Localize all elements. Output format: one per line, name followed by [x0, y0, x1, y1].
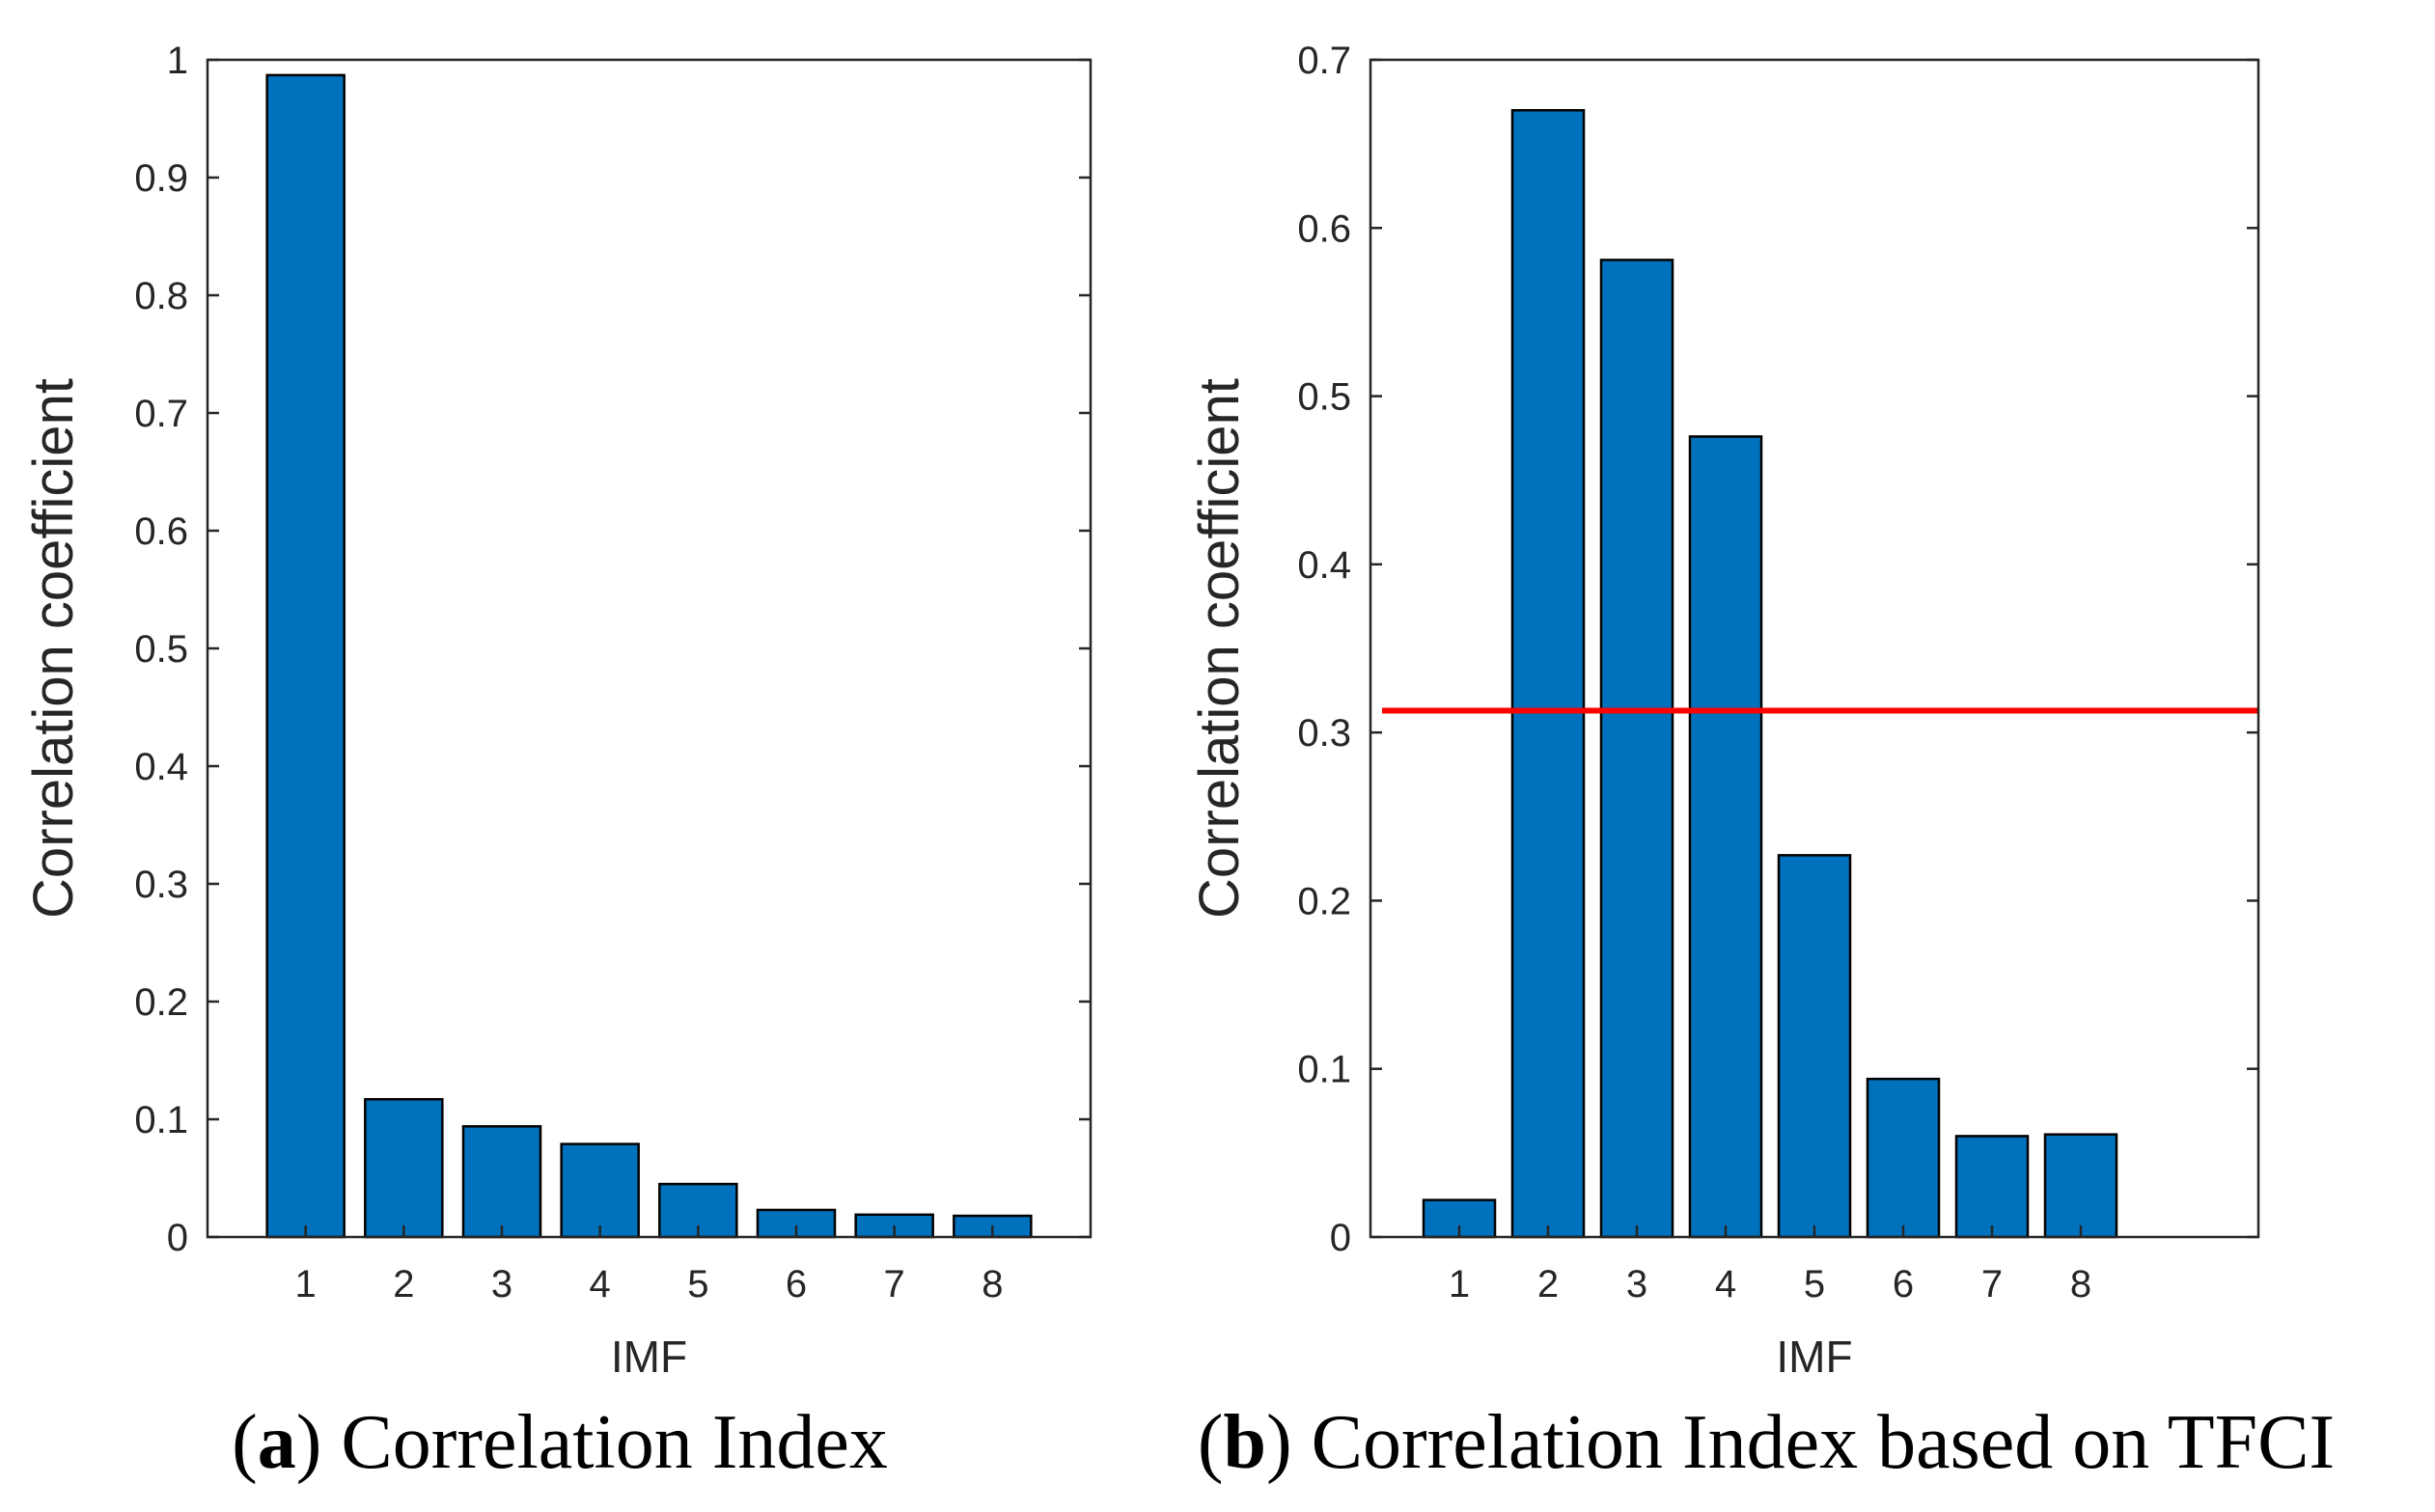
xlabel-b: IMF	[1776, 1332, 1852, 1382]
ytick-label-b-4: 0.4	[1297, 544, 1351, 587]
caption-a-letter: a	[257, 1400, 296, 1485]
ytick-label-b-7: 0.7	[1297, 40, 1351, 82]
ytick-label-b-2: 0.2	[1297, 880, 1351, 922]
xtick-label-a-7: 7	[884, 1263, 905, 1306]
ytick-label-a-10: 1	[167, 40, 188, 82]
ytick-label-a-0: 0	[167, 1217, 188, 1259]
bar-a-2	[364, 1098, 444, 1239]
xtick-label-a-3: 3	[491, 1263, 512, 1306]
caption-a: (a) Correlation Index	[232, 1400, 888, 1485]
ytick-label-a-1: 0.1	[134, 1099, 188, 1141]
xlabel-a: IMF	[611, 1332, 687, 1382]
ytick-label-a-2: 0.2	[134, 981, 188, 1024]
caption-b-letter: b	[1223, 1400, 1266, 1485]
bar-b-8	[2043, 1133, 2118, 1239]
bar-b-4	[1688, 435, 1763, 1239]
xtick-label-b-6: 6	[1893, 1263, 1914, 1306]
ytick-label-a-7: 0.7	[134, 393, 188, 435]
bar-b-5	[1777, 854, 1852, 1239]
panel-a-chart: 0 0.1 0.2 0.3 0.4 0.5 0.6 0.7 0.8 0.9 1 1 2 3 4 5 6 7 8 IMF…	[22, 40, 1093, 1382]
xtick-label-b-5: 5	[1804, 1263, 1825, 1306]
xtick-label-b-7: 7	[1981, 1263, 2003, 1306]
ytick-label-b-1: 0.1	[1297, 1049, 1351, 1091]
ytick-label-a-6: 0.6	[134, 510, 188, 553]
xtick-label-a-8: 8	[982, 1263, 1003, 1306]
ylabel-b: Correlation coefficient	[1188, 378, 1251, 919]
caption-b: (b) Correlation Index based on TFCI	[1197, 1400, 2336, 1485]
bar-b-2	[1510, 109, 1586, 1239]
ytick-label-a-8: 0.8	[134, 275, 188, 317]
xtick-label-b-3: 3	[1626, 1263, 1647, 1306]
bar-b-6	[1866, 1077, 1941, 1239]
xtick-label-a-4: 4	[590, 1263, 611, 1306]
ytick-label-a-9: 0.9	[134, 157, 188, 200]
caption-a-text: Correlation Index	[341, 1400, 888, 1485]
ytick-label-a-3: 0.3	[134, 864, 188, 906]
bar-b-3	[1599, 259, 1674, 1239]
bar-a-1	[265, 73, 346, 1239]
bar-a-3	[461, 1125, 542, 1239]
xtick-label-a-5: 5	[687, 1263, 708, 1306]
ytick-label-b-3: 0.3	[1297, 712, 1351, 755]
xtick-label-b-1: 1	[1449, 1263, 1470, 1306]
panel-b-chart: 0 0.1 0.2 0.3 0.4 0.5 0.6 0.7 1 2 3 4 5 6 7 8 IMF Correla…	[1188, 40, 2260, 1382]
caption-b-text: Correlation Index based on TFCI	[1311, 1400, 2336, 1485]
ytick-label-b-6: 0.6	[1297, 207, 1351, 250]
ylabel-a: Correlation coefficient	[22, 378, 85, 919]
bar-a-4	[560, 1142, 640, 1239]
xtick-label-b-4: 4	[1715, 1263, 1736, 1306]
bar-b-7	[1954, 1135, 2030, 1239]
xtick-label-a-1: 1	[295, 1263, 317, 1306]
ytick-label-a-4: 0.4	[134, 746, 188, 788]
xtick-label-b-2: 2	[1537, 1263, 1559, 1306]
ytick-label-b-0: 0	[1330, 1217, 1351, 1259]
xtick-label-a-6: 6	[786, 1263, 807, 1306]
xtick-label-a-2: 2	[393, 1263, 414, 1306]
ytick-label-a-5: 0.5	[134, 628, 188, 671]
ytick-label-b-5: 0.5	[1297, 376, 1351, 419]
xtick-label-b-8: 8	[2070, 1263, 2091, 1306]
